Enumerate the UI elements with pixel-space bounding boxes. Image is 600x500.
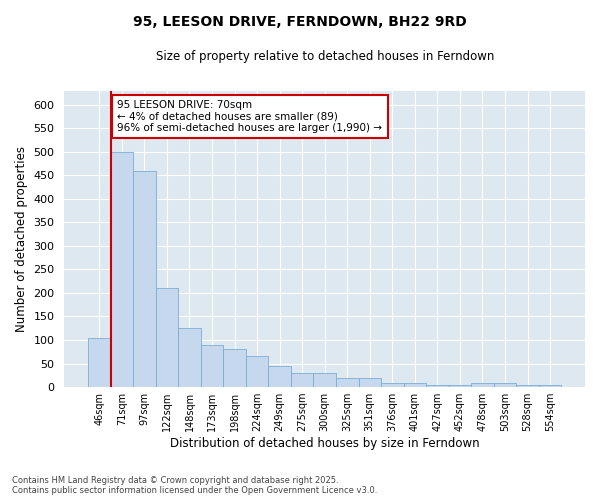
Y-axis label: Number of detached properties: Number of detached properties (15, 146, 28, 332)
Bar (404, 384, 426, 387)
Bar (313, 373, 336, 387)
Bar (133, 170, 155, 387)
Bar (246, 356, 268, 387)
X-axis label: Distribution of detached houses by size in Ferndown: Distribution of detached houses by size … (170, 437, 479, 450)
Bar (178, 328, 201, 387)
Bar (110, 152, 133, 387)
Bar (291, 373, 313, 387)
Text: Contains HM Land Registry data © Crown copyright and database right 2025.
Contai: Contains HM Land Registry data © Crown c… (12, 476, 377, 495)
Bar (539, 384, 562, 387)
Bar (223, 350, 246, 387)
Title: Size of property relative to detached houses in Ferndown: Size of property relative to detached ho… (155, 50, 494, 63)
Bar (201, 344, 223, 387)
Bar (381, 384, 404, 387)
Bar (516, 384, 539, 387)
Bar (88, 338, 110, 387)
Bar (155, 288, 178, 387)
Bar (494, 384, 516, 387)
Bar (449, 384, 471, 387)
Bar (268, 366, 291, 387)
Bar (359, 378, 381, 387)
Bar (336, 378, 359, 387)
Bar (426, 384, 449, 387)
Bar (471, 384, 494, 387)
Text: 95, LEESON DRIVE, FERNDOWN, BH22 9RD: 95, LEESON DRIVE, FERNDOWN, BH22 9RD (133, 15, 467, 29)
Text: 95 LEESON DRIVE: 70sqm
← 4% of detached houses are smaller (89)
96% of semi-deta: 95 LEESON DRIVE: 70sqm ← 4% of detached … (118, 100, 382, 133)
